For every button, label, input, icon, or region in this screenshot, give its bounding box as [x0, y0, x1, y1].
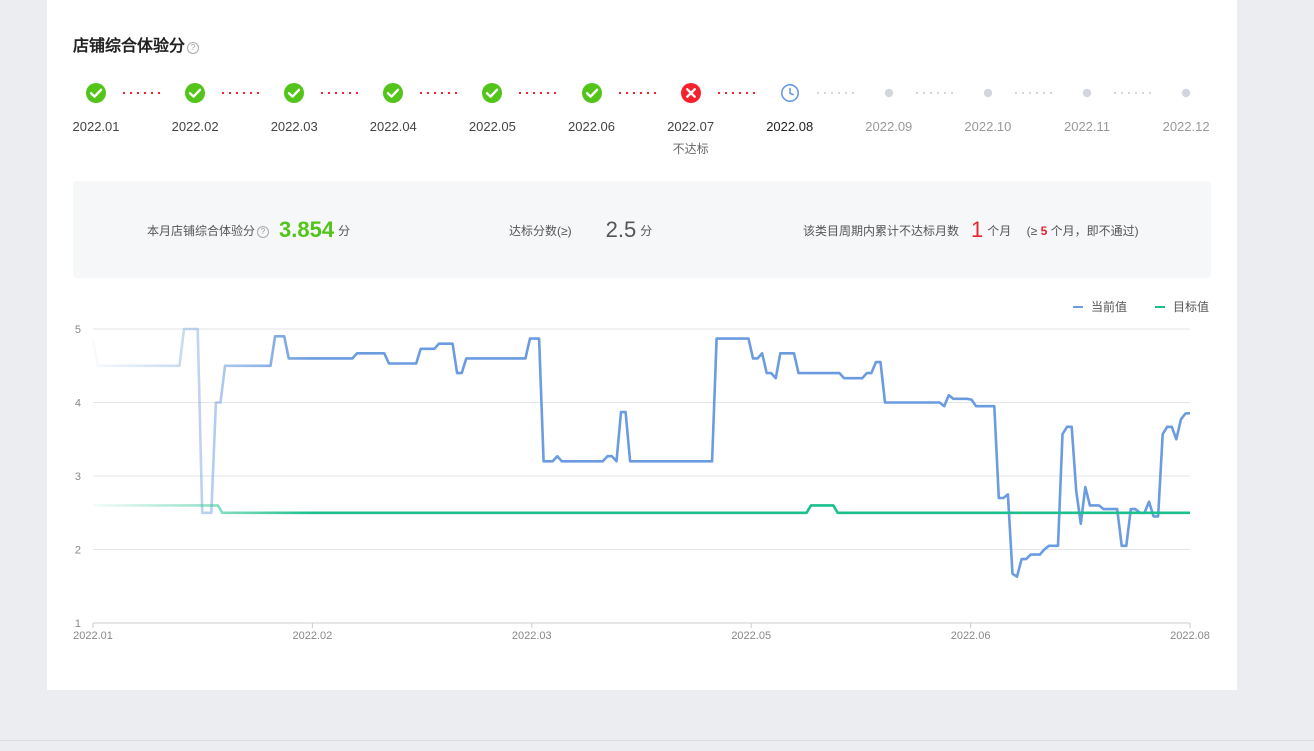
x-tick-label: 2022.05 [731, 630, 771, 642]
timeline-connector [618, 92, 657, 94]
timeline-month-label: 2022.01 [72, 119, 120, 134]
timeline-connector [222, 92, 261, 94]
timeline-month-label: 2022.06 [568, 119, 615, 134]
summary-panel: 本月店铺综合体验分? 3.854 分 达标分数(≥) 2.5 分 该类目周期内累计不达标… [73, 181, 1211, 278]
fail-months-value: 1 [971, 217, 984, 242]
timeline-month-label: 2022.08 [766, 119, 814, 134]
pending-dot-icon[interactable] [1076, 82, 1098, 104]
current-score-value: 3.854 [279, 217, 335, 242]
x-tick-label: 2022.02 [293, 630, 333, 642]
month-timeline: 2022.01 2022.02 2022.03 2022.04 2022.05 2022.… [47, 80, 1237, 160]
timeline-connector [1114, 92, 1152, 94]
timeline-month-label: 2022.03 [270, 119, 318, 134]
timeline-connector [123, 92, 161, 94]
legend-current[interactable]: 当前值 [1073, 298, 1127, 315]
clock-icon[interactable] [779, 82, 801, 104]
fail-months: 该类目周期内累计不达标月数 1 个月 (≥ 5 个月，即不通过) [803, 217, 1139, 243]
y-tick-label: 2 [75, 545, 81, 557]
pending-dot-icon[interactable] [977, 82, 999, 104]
check-circle-icon[interactable] [481, 82, 503, 104]
timeline-connector [717, 92, 756, 94]
fail-rule-count: 5 [1040, 224, 1048, 238]
fail-months-unit: 个月 [987, 224, 1012, 238]
target-score-label: 达标分数(≥) [509, 224, 572, 238]
fail-rule-suffix: 个月，即不通过) [1050, 224, 1139, 238]
timeline-connector [420, 92, 459, 94]
timeline-connector [519, 92, 558, 94]
check-circle-icon[interactable] [184, 82, 206, 104]
timeline-month-label: 2022.07 [667, 119, 715, 134]
timeline-month-label: 2022.11 [1063, 119, 1111, 134]
page-bottom-divider [0, 740, 1314, 741]
current-score-label: 本月店铺综合体验分 [147, 224, 256, 238]
target-score: 达标分数(≥) 2.5 分 [509, 217, 652, 243]
y-tick-label: 5 [75, 324, 81, 336]
check-circle-icon[interactable] [85, 82, 107, 104]
x-tick-label: 2022.06 [951, 630, 991, 642]
legend-target[interactable]: 目标值 [1155, 298, 1209, 315]
timeline-month-label: 2022.10 [964, 119, 1012, 134]
timeline-month-label: 2022.12 [1162, 119, 1210, 134]
current-value-line[interactable] [91, 327, 1191, 579]
legend-target-label: 目标值 [1173, 300, 1210, 314]
check-circle-icon[interactable] [382, 82, 404, 104]
fail-rule: (≥ 5 个月，即不通过) [1027, 224, 1139, 238]
help-icon[interactable]: ? [257, 226, 270, 238]
check-circle-icon[interactable] [581, 82, 603, 104]
score-card: 店铺综合体验分? 2022.01 2022.02 2022.03 2022.04 202… [47, 0, 1237, 690]
timeline-connector [1014, 92, 1053, 94]
x-circle-icon[interactable] [680, 82, 702, 104]
y-tick-label: 1 [75, 618, 81, 630]
fail-months-label: 该类目周期内累计不达标月数 [803, 224, 960, 238]
timeline-month-label: 2022.02 [171, 119, 219, 134]
y-tick-label: 3 [75, 471, 81, 483]
x-tick-label: 2022.03 [512, 630, 552, 642]
timeline-connector [816, 92, 855, 94]
legend-current-label: 当前值 [1091, 300, 1128, 314]
timeline-month-label: 2022.04 [369, 119, 417, 134]
score-line-chart: 1 2 3 4 5 2022.01 2022.02 2022.03 2022.05 2022.06… [73, 324, 1210, 642]
target-value-line[interactable] [93, 504, 1190, 515]
timeline-connector [915, 92, 954, 94]
legend-current-swatch [1073, 306, 1083, 308]
target-score-value: 2.5 [605, 217, 637, 242]
timeline-connector [321, 92, 360, 94]
x-tick-label: 2022.01 [73, 630, 113, 642]
target-score-unit: 分 [640, 224, 653, 238]
timeline-month-label: 2022.09 [865, 119, 913, 134]
current-score-unit: 分 [338, 224, 351, 238]
current-score: 本月店铺综合体验分? 3.854 分 [147, 217, 350, 243]
check-circle-icon[interactable] [283, 82, 305, 104]
page-title-text: 店铺综合体验分 [73, 38, 186, 55]
fail-note: 不达标 [672, 142, 709, 156]
y-tick-label: 4 [75, 398, 81, 410]
timeline-month-label: 2022.05 [468, 119, 516, 134]
pending-dot-icon[interactable] [1175, 82, 1197, 104]
pending-dot-icon[interactable] [878, 82, 900, 104]
legend-target-swatch [1155, 306, 1165, 308]
page-title: 店铺综合体验分? [73, 32, 200, 56]
x-tick-label: 2022.08 [1170, 630, 1210, 642]
fail-rule-prefix: (≥ [1026, 224, 1038, 238]
help-icon[interactable]: ? [187, 42, 200, 54]
